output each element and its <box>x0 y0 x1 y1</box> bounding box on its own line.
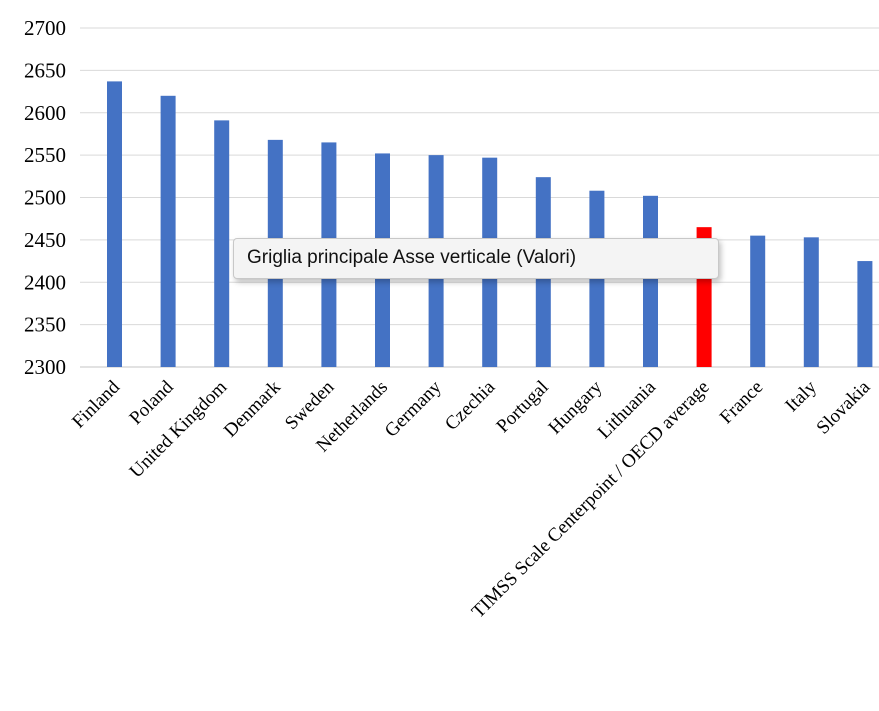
y-tick-label: 2400 <box>24 270 66 294</box>
y-tick-label: 2650 <box>24 58 66 82</box>
bar <box>803 237 819 367</box>
y-tick-label: 2550 <box>24 143 66 167</box>
y-tick-label: 2450 <box>24 228 66 252</box>
y-tick-label: 2700 <box>24 16 66 40</box>
bar <box>643 195 658 367</box>
x-tick-label: Denmark <box>220 376 285 441</box>
x-tick-label: United Kingdom <box>126 377 232 483</box>
x-tick-label: Czechia <box>441 376 500 435</box>
x-tick-label: France <box>716 377 767 428</box>
gridlines <box>80 27 879 368</box>
bar <box>857 261 873 367</box>
bar <box>750 235 766 367</box>
y-tick-label: 2600 <box>24 101 66 125</box>
bars <box>107 81 873 368</box>
x-tick-label: Italy <box>781 376 821 416</box>
x-tick-label: Poland <box>125 376 178 429</box>
bar <box>214 120 230 367</box>
y-tick-label: 2300 <box>24 355 66 379</box>
y-tick-label: 2350 <box>24 313 66 337</box>
x-tick-label: Slovakia <box>813 376 875 438</box>
y-tick-label: 2500 <box>24 186 66 210</box>
bar <box>107 81 122 367</box>
bar <box>160 95 176 368</box>
x-tick-label: Germany <box>381 376 446 441</box>
x-tick-label: Finland <box>68 376 124 432</box>
x-tick-label: Portugal <box>492 377 552 437</box>
chart-tooltip: Griglia principale Asse verticale (Valor… <box>233 238 719 279</box>
y-axis-tick-labels: 2300 2350 2400 2450 2500 2550 2600 2650 2700 <box>24 16 66 379</box>
